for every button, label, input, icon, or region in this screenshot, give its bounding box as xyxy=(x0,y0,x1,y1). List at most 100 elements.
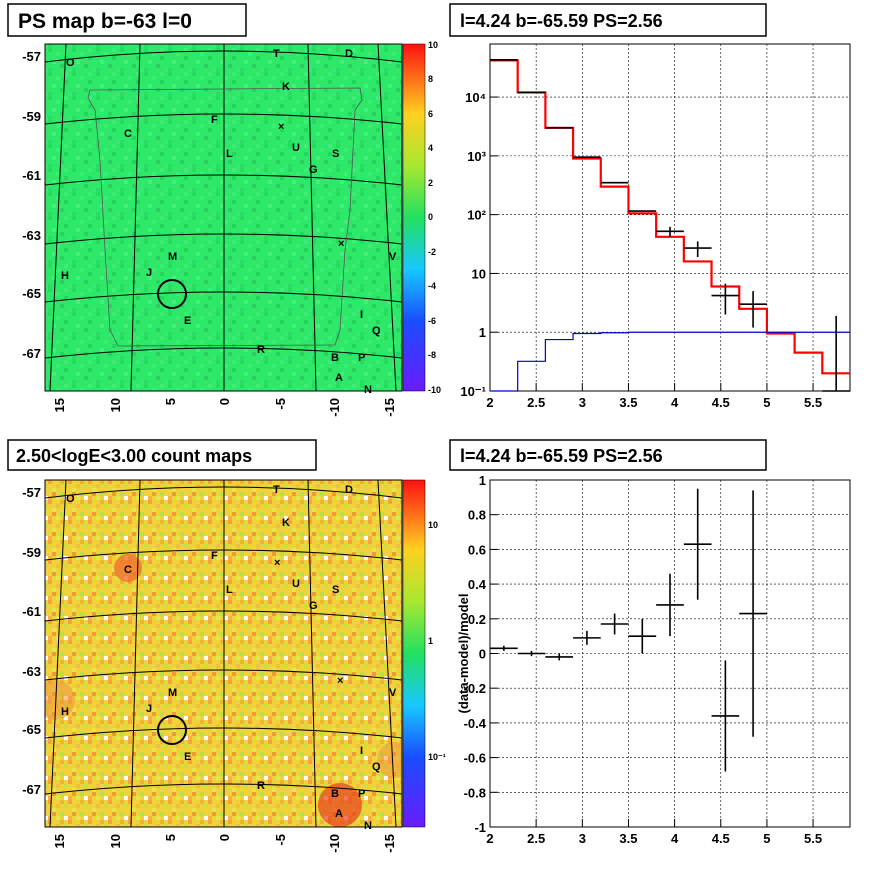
y-tick-label: 1 xyxy=(479,325,486,340)
source-label: U xyxy=(292,578,300,590)
lat-tick: -57 xyxy=(22,49,41,64)
colorbar-tick: 0 xyxy=(428,212,433,222)
source-label: O xyxy=(66,57,75,69)
lon-tick: 15 xyxy=(52,834,67,848)
ps-map-title-box xyxy=(7,3,247,37)
lon-tick: 5 xyxy=(163,834,178,841)
source-label: G xyxy=(309,164,318,176)
lon-tick: 0 xyxy=(217,398,232,405)
colorbar-tick: 1 xyxy=(428,636,433,646)
lat-tick: -61 xyxy=(22,168,41,183)
source-label: U xyxy=(292,142,300,154)
source-label: V xyxy=(389,251,397,263)
ps-map-lon-ticks: 15 10 5 0 -5 -10 -15 xyxy=(52,398,397,417)
y-tick-label: 10³ xyxy=(467,149,486,164)
lon-tick: 5 xyxy=(163,398,178,405)
source-label: H xyxy=(61,706,69,718)
source-label: A xyxy=(335,808,343,820)
source-label: F xyxy=(211,550,218,562)
source-label: N xyxy=(364,820,372,832)
source-label: V xyxy=(389,687,397,699)
source-label: Q xyxy=(372,761,381,773)
y-tick-label: -0.8 xyxy=(464,785,486,800)
x-tick-label: 5 xyxy=(763,831,770,846)
count-map-title: 2.50<logE<3.00 count maps xyxy=(16,446,252,466)
lon-tick: -10 xyxy=(327,398,342,417)
count-map-frame xyxy=(44,479,403,828)
colorbar-tick: 8 xyxy=(428,74,433,84)
source-label: I xyxy=(360,745,363,757)
y-tick-label: 10⁻¹ xyxy=(460,384,486,399)
lat-tick: -59 xyxy=(22,545,41,560)
source-label: L xyxy=(226,584,233,596)
source-label: H xyxy=(61,270,69,282)
x-tick-label: 2 xyxy=(486,395,493,410)
ps-map-x-marker: × xyxy=(278,121,284,133)
lon-tick: -5 xyxy=(273,398,288,410)
y-tick-label: 0.2 xyxy=(468,612,486,627)
source-label: B xyxy=(331,788,339,800)
colorbar-tick: 10 xyxy=(428,40,438,50)
source-label: G xyxy=(309,600,318,612)
source-label: D xyxy=(345,484,353,496)
count-colorbar-ticks: 10 1 10⁻¹ xyxy=(428,520,446,762)
lat-tick: -63 xyxy=(22,664,41,679)
ps-map-coord-grid xyxy=(45,44,402,391)
source-label: E xyxy=(184,751,191,763)
source-label: L xyxy=(226,148,233,160)
lon-tick: -10 xyxy=(327,834,342,853)
y-tick-label: -0.2 xyxy=(464,681,486,696)
lon-tick: 10 xyxy=(108,398,123,412)
lon-tick: 15 xyxy=(52,398,67,412)
source-label: K xyxy=(282,81,290,93)
spectrum-title-box xyxy=(449,3,767,37)
source-label: E xyxy=(184,315,191,327)
source-label: C xyxy=(124,564,132,576)
model-step-line xyxy=(490,59,850,375)
ps-map-frame xyxy=(44,43,403,392)
count-map-x-marker: × xyxy=(274,557,280,569)
source-label: R xyxy=(257,780,265,792)
source-label: Q xyxy=(372,325,381,337)
spectrum-title: l=4.24 b=-65.59 PS=2.56 xyxy=(460,11,663,31)
lat-tick: -59 xyxy=(22,109,41,124)
count-map-lon-ticks: 15 10 5 0 -5 -10 -15 xyxy=(52,834,397,853)
x-tick-label: 3 xyxy=(579,395,586,410)
y-tick-label: 10 xyxy=(472,266,486,281)
y-axis-title: (data-model)/model xyxy=(456,594,471,714)
ps-map-panel: PS map b=-63 l=0 × × O T D K C F L xyxy=(7,3,441,417)
source-label: M xyxy=(168,251,177,263)
x-tick-label: 2.5 xyxy=(527,831,545,846)
source-label: A xyxy=(335,372,343,384)
colorbar-tick: -8 xyxy=(428,350,436,360)
count-map-panel: 2.50<logE<3.00 count maps × × O T xyxy=(7,439,446,853)
y-tick-label: 0.6 xyxy=(468,542,486,557)
ps-map-lat-ticks: -57 -59 -61 -63 -65 -67 xyxy=(22,49,41,361)
source-label: T xyxy=(273,48,280,60)
x-tick-label: 5.5 xyxy=(804,831,822,846)
source-label: P xyxy=(358,788,365,800)
lon-tick: 0 xyxy=(217,834,232,841)
colorbar-tick: -6 xyxy=(428,316,436,326)
count-map-target-circle xyxy=(157,715,187,745)
colorbar-tick: 10⁻¹ xyxy=(428,752,446,762)
lat-tick: -67 xyxy=(22,782,41,797)
lat-tick: -65 xyxy=(22,722,41,737)
ps-map-x-marker-2: × xyxy=(338,238,344,250)
source-label: P xyxy=(358,352,365,364)
lat-tick: -65 xyxy=(22,286,41,301)
source-label: O xyxy=(66,493,75,505)
ps-map-region-outline xyxy=(87,87,363,347)
x-tick-label: 4.5 xyxy=(712,831,730,846)
lon-tick: 10 xyxy=(108,834,123,848)
y-tick-label: -1 xyxy=(474,820,486,835)
source-label: B xyxy=(331,352,339,364)
lat-tick: -63 xyxy=(22,228,41,243)
y-tick-label: 10⁴ xyxy=(465,90,486,105)
x-tick-label: 3.5 xyxy=(619,831,637,846)
colorbar-tick: 10 xyxy=(428,520,438,530)
lon-tick: -15 xyxy=(382,398,397,417)
count-map-title-box xyxy=(7,439,317,471)
source-label: R xyxy=(257,344,265,356)
